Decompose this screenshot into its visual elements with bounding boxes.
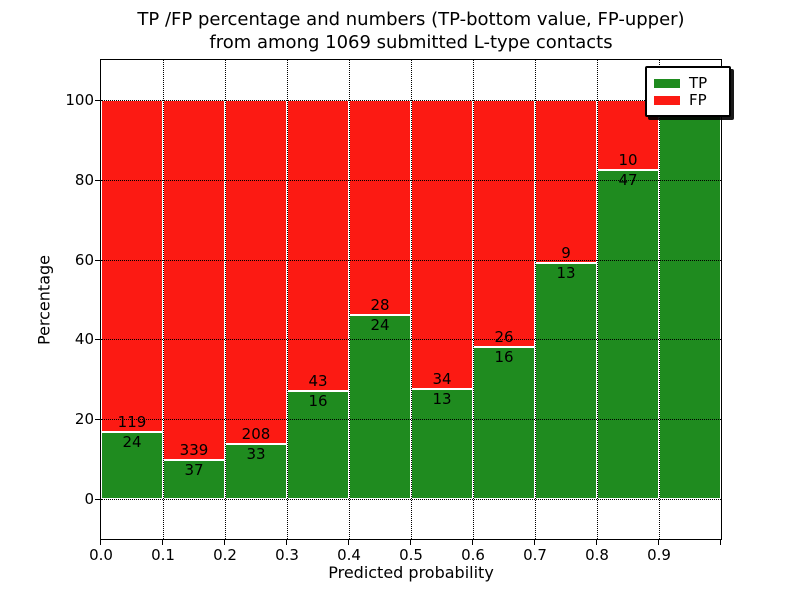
x-tick-5 xyxy=(410,540,411,545)
x-tick-label-0: 0.0 xyxy=(89,546,113,564)
legend-item-tp: TP xyxy=(654,76,722,91)
fp-count-label-5: 34 xyxy=(432,369,452,388)
bar-segment-fp-1 xyxy=(163,99,225,460)
fp-count-label-7: 9 xyxy=(561,244,571,263)
x-tick-9 xyxy=(658,540,659,545)
tp-color-swatch xyxy=(654,79,680,88)
x-tick-label-5: 0.5 xyxy=(399,546,423,564)
tp-count-label-4: 24 xyxy=(370,315,390,334)
x-tick-label-2: 0.2 xyxy=(213,546,237,564)
fp-count-label-2: 208 xyxy=(241,425,271,444)
bar-segment-tp-0 xyxy=(101,432,163,500)
y-tick-40 xyxy=(95,339,100,340)
legend: TP FP xyxy=(645,66,731,117)
fp-color-swatch xyxy=(654,96,680,105)
v-gridline-6 xyxy=(473,60,474,539)
legend-label-tp: TP xyxy=(689,74,708,92)
y-tick-label-80: 80 xyxy=(74,170,94,189)
x-tick-label-9: 0.9 xyxy=(647,546,671,564)
x-tick-10 xyxy=(720,540,721,545)
v-gridline-8 xyxy=(597,60,598,539)
legend-item-fp: FP xyxy=(654,93,722,108)
y-tick-label-0: 0 xyxy=(84,490,94,509)
x-tick-3 xyxy=(286,540,287,545)
tp-count-label-5: 13 xyxy=(432,389,452,408)
y-tick-20 xyxy=(95,419,100,420)
y-tick-80 xyxy=(95,180,100,181)
y-tick-label-100: 100 xyxy=(65,90,94,109)
x-axis-label: Predicted probability xyxy=(328,563,494,582)
v-gridline-2 xyxy=(225,60,226,539)
v-gridline-3 xyxy=(287,60,288,539)
x-tick-label-3: 0.3 xyxy=(275,546,299,564)
x-tick-label-4: 0.4 xyxy=(337,546,361,564)
y-tick-60 xyxy=(95,260,100,261)
x-tick-2 xyxy=(224,540,225,545)
y-tick-100 xyxy=(95,100,100,101)
x-tick-label-6: 0.6 xyxy=(461,546,485,564)
x-tick-label-7: 0.7 xyxy=(523,546,547,564)
tp-count-label-1: 37 xyxy=(184,460,204,479)
grid-layer xyxy=(101,60,721,539)
x-tick-7 xyxy=(534,540,535,545)
x-tick-label-1: 0.1 xyxy=(151,546,175,564)
bars-layer xyxy=(101,60,721,539)
v-gridline-9 xyxy=(659,60,660,539)
fp-count-label-1: 339 xyxy=(179,440,209,459)
tp-count-label-6: 16 xyxy=(494,348,514,366)
fp-count-label-8: 10 xyxy=(618,150,638,169)
v-gridline-1 xyxy=(163,60,164,539)
tp-count-label-2: 33 xyxy=(246,445,266,464)
plot-area: 1192433937208334316282434132616913104730 xyxy=(100,59,722,540)
bar-labels-layer: 1192433937208334316282434132616913104730 xyxy=(101,60,721,539)
tp-count-label-7: 13 xyxy=(556,264,576,283)
x-tick-1 xyxy=(162,540,163,545)
bar-segment-fp-4 xyxy=(349,99,411,315)
fp-count-label-0: 119 xyxy=(117,413,147,432)
y-tick-0 xyxy=(95,499,100,500)
x-tick-8 xyxy=(596,540,597,545)
bar-segment-fp-5 xyxy=(411,99,473,389)
bar-segment-tp-8 xyxy=(597,169,659,500)
tp-count-label-3: 16 xyxy=(308,391,328,410)
legend-label-fp: FP xyxy=(689,91,707,109)
fp-count-label-4: 28 xyxy=(370,295,390,314)
bar-segment-fp-3 xyxy=(287,99,349,391)
y-tick-label-40: 40 xyxy=(74,330,94,349)
y-tick-label-60: 60 xyxy=(74,250,94,269)
v-gridline-7 xyxy=(535,60,536,539)
x-tick-0 xyxy=(100,540,101,545)
fp-count-label-3: 43 xyxy=(308,371,328,390)
fp-count-label-6: 26 xyxy=(494,328,514,346)
x-tick-6 xyxy=(472,540,473,545)
x-tick-4 xyxy=(348,540,349,545)
chart-title: TP /FP percentage and numbers (TP-bottom… xyxy=(101,8,721,54)
v-gridline-4 xyxy=(349,60,350,539)
x-tick-label-8: 0.8 xyxy=(585,546,609,564)
tp-count-label-8: 47 xyxy=(618,170,638,189)
bar-segment-tp-9 xyxy=(659,99,721,500)
bar-segment-fp-0 xyxy=(101,99,163,433)
chart-title-line2: from among 1069 submitted L-type contact… xyxy=(209,32,613,53)
bar-segment-fp-6 xyxy=(473,99,535,347)
v-gridline-5 xyxy=(411,60,412,539)
y-tick-label-20: 20 xyxy=(74,410,94,429)
bar-segment-tp-5 xyxy=(411,388,473,500)
chart-title-line1: TP /FP percentage and numbers (TP-bottom… xyxy=(137,9,685,30)
tp-count-label-0: 24 xyxy=(122,433,142,452)
bar-segment-fp-2 xyxy=(225,99,287,445)
